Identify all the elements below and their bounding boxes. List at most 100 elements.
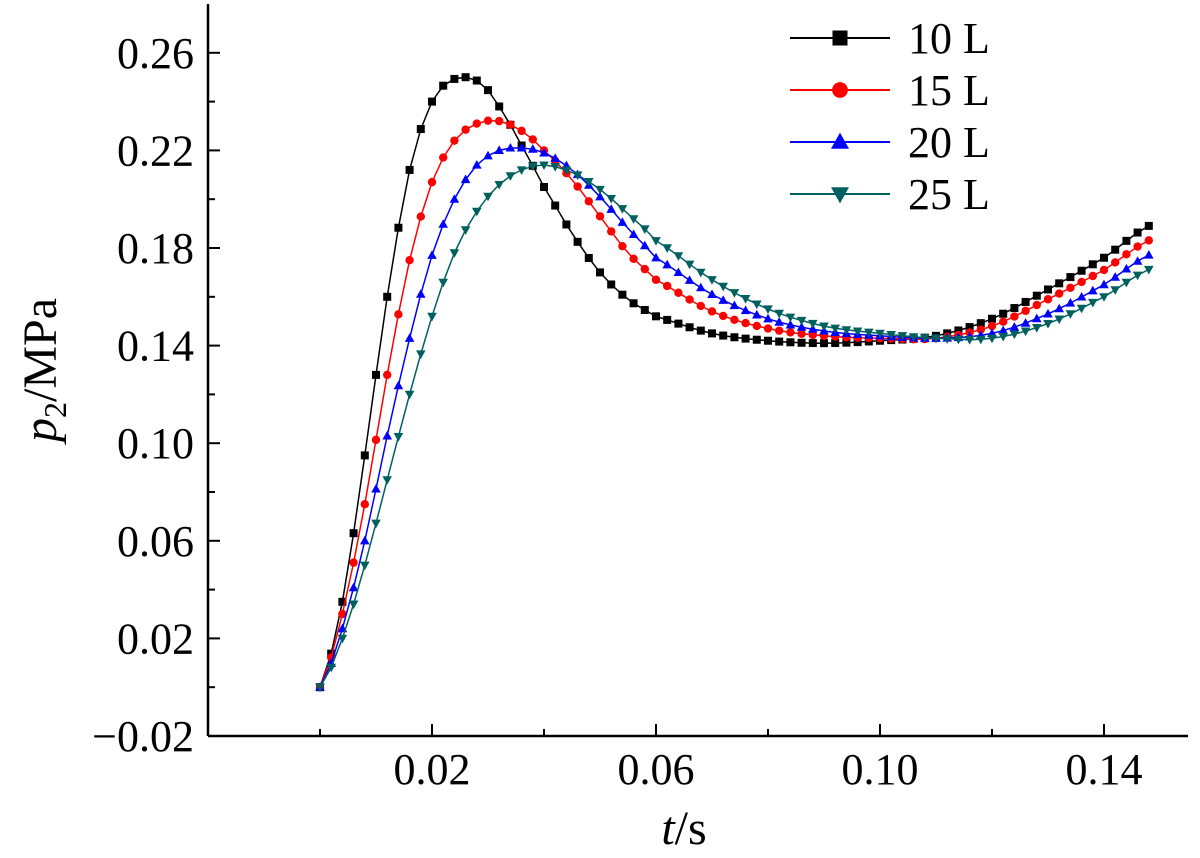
data-point — [494, 180, 504, 190]
data-point — [618, 241, 627, 251]
data-point — [987, 334, 997, 344]
data-point — [954, 326, 963, 335]
data-point — [1111, 258, 1120, 267]
data-point — [652, 312, 660, 321]
data-point — [607, 227, 616, 236]
data-point — [1043, 320, 1053, 329]
y-tick-label: 0.26 — [117, 29, 194, 78]
y-ticks: −0.02 0.02 0.06 0.10 0.14 0.18 0.22 0.26 — [92, 29, 220, 761]
data-point — [730, 315, 739, 324]
data-point — [786, 338, 795, 347]
data-point — [617, 217, 628, 226]
data-point — [1121, 278, 1132, 288]
data-point — [763, 305, 773, 314]
data-point — [920, 334, 930, 343]
data-point — [495, 102, 504, 111]
data-point — [853, 338, 862, 347]
data-point — [1110, 286, 1120, 295]
data-point — [416, 350, 426, 359]
data-point — [382, 430, 392, 440]
data-point — [662, 259, 672, 269]
y-tick-label: 0.10 — [117, 419, 194, 468]
data-point — [908, 333, 919, 342]
data-point — [752, 321, 761, 331]
legend-item: 15 L — [790, 66, 990, 115]
data-point — [372, 370, 380, 379]
data-point — [438, 278, 448, 288]
data-point — [360, 500, 369, 509]
data-point — [999, 317, 1008, 326]
data-point — [864, 328, 874, 338]
data-point — [1020, 327, 1031, 337]
data-point — [382, 476, 392, 485]
data-point — [628, 215, 639, 224]
legend-marker — [832, 30, 848, 46]
data-point — [875, 329, 885, 339]
legend-item: 20 L — [790, 118, 990, 167]
data-point — [629, 299, 638, 308]
data-point — [1066, 273, 1075, 282]
data-point — [606, 194, 616, 204]
data-point — [999, 309, 1008, 318]
data-point — [1054, 303, 1064, 313]
data-point — [495, 116, 504, 126]
y-tick-label: −0.02 — [92, 712, 194, 761]
x-axis-title: t/s — [661, 802, 706, 855]
data-point — [1010, 304, 1019, 313]
data-point — [449, 194, 460, 203]
axes-group — [206, 4, 1188, 738]
data-point — [707, 276, 717, 285]
data-point — [484, 86, 492, 95]
data-point — [1144, 236, 1154, 245]
data-point — [685, 295, 694, 304]
data-point — [450, 74, 459, 83]
data-point — [607, 280, 616, 289]
data-point — [595, 191, 605, 201]
data-point — [405, 165, 414, 174]
data-point — [718, 282, 728, 292]
data-point — [708, 329, 716, 338]
data-point — [696, 326, 705, 335]
data-point — [808, 319, 818, 329]
data-point — [1021, 297, 1030, 306]
data-point — [684, 275, 695, 284]
data-point — [1111, 245, 1120, 254]
data-point — [1132, 256, 1143, 265]
data-point — [539, 161, 549, 171]
data-point — [1144, 265, 1154, 275]
data-point — [673, 267, 684, 277]
x-axis-var: t — [661, 802, 676, 855]
x-tick-label: 0.06 — [618, 745, 695, 794]
legend-item: 10 L — [790, 14, 990, 63]
data-point — [1088, 298, 1098, 308]
data-point — [595, 212, 605, 221]
data-point — [976, 319, 985, 328]
legend-marker — [831, 187, 849, 204]
data-point — [573, 237, 582, 246]
series-20l — [315, 142, 1154, 691]
data-point — [998, 332, 1008, 342]
data-point — [439, 153, 448, 162]
data-point — [472, 207, 482, 217]
legend: 10 L15 L20 L25 L — [790, 14, 990, 219]
data-point — [449, 249, 460, 258]
data-point — [719, 331, 728, 340]
data-point — [988, 314, 996, 323]
data-point — [976, 335, 986, 345]
data-point — [953, 335, 964, 345]
data-point — [1021, 306, 1030, 316]
data-point — [842, 338, 851, 347]
data-point — [897, 332, 908, 341]
series-10l — [316, 73, 1153, 692]
data-point — [540, 183, 548, 191]
data-point — [460, 174, 471, 184]
data-point — [516, 166, 527, 175]
data-point — [584, 178, 594, 187]
data-point — [662, 244, 672, 253]
data-point — [707, 307, 717, 316]
data-point — [1065, 310, 1076, 319]
data-point — [651, 252, 661, 262]
data-point — [797, 329, 806, 338]
data-point — [315, 683, 325, 693]
data-point — [1032, 300, 1042, 310]
